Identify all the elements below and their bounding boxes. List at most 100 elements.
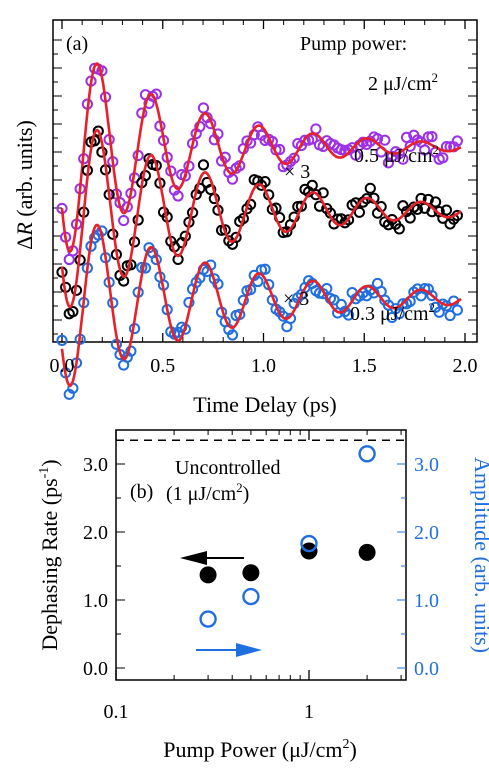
data-point — [437, 152, 449, 164]
data-point — [306, 179, 318, 191]
data-point — [92, 125, 104, 137]
data-point — [440, 204, 453, 216]
data-point — [299, 134, 311, 146]
panel-a-ticks — [53, 20, 477, 342]
data-point — [118, 214, 130, 227]
panel-b-ticks — [115, 430, 406, 680]
x-tick-label: 0.5 — [150, 355, 175, 377]
data-point — [226, 329, 239, 341]
curve-label-0.5uj: 0.5 μJ/cm2 — [354, 142, 439, 167]
pump-power-legend-title: Pump power: — [300, 33, 407, 55]
x-tick-label: 1.0 — [251, 355, 276, 377]
data-point — [219, 151, 231, 163]
data-point — [205, 183, 217, 196]
right-y-tick-label: 2.0 — [414, 522, 439, 544]
left-y-tick-label: 0.0 — [83, 658, 108, 680]
panel-a-x-tick-labels: 0.0 0.5 1.0 1.5 2.0 — [50, 355, 478, 377]
data-point — [426, 289, 438, 302]
data-point — [404, 140, 416, 152]
panel-b-x-tick-0.1: 0.1 — [104, 701, 129, 723]
data-point — [404, 212, 416, 224]
multiplier-mid: × 3 — [284, 161, 310, 183]
data-point — [317, 187, 329, 199]
data-point — [56, 334, 68, 346]
curve-label-2uj: 2 μJ/cm2 — [368, 70, 438, 95]
panel-b-x-axis-label: Pump Power (μJ/cm2) — [163, 737, 357, 762]
panel-a-frame — [52, 19, 478, 343]
data-point — [419, 144, 431, 156]
right-y-tick-label: 1.0 — [414, 590, 439, 612]
left-y-tick-label: 1.0 — [83, 590, 108, 612]
series-2 — [56, 223, 463, 400]
right-y-tick-label: 0.0 — [414, 658, 439, 680]
data-point — [197, 159, 210, 171]
data-point — [172, 190, 184, 202]
data-point — [393, 223, 405, 235]
data-point — [400, 131, 413, 143]
fit-curve — [60, 223, 462, 388]
dephasing-point — [242, 564, 260, 582]
x-tick-label: 0.0 — [50, 355, 75, 377]
data-point — [364, 182, 376, 194]
data-point — [342, 214, 355, 226]
series-1 — [56, 125, 463, 320]
amplitude-point — [199, 610, 217, 628]
data-point — [353, 206, 366, 218]
dephasing-point — [199, 566, 217, 584]
panel-b-y-tick-labels: 0.0 0.0 1.0 1.0 2.0 2.0 3.0 3.0 — [83, 454, 439, 680]
panel-a-series — [56, 62, 463, 400]
data-point — [310, 189, 322, 201]
data-point — [451, 304, 463, 316]
data-point — [397, 153, 409, 165]
data-point — [259, 263, 271, 275]
panel-a-label: (a) — [66, 33, 88, 55]
left-y-tick-label: 3.0 — [83, 454, 108, 476]
amplitude-point — [358, 445, 376, 463]
series-0 — [56, 62, 463, 266]
uncontrolled-power-label: (1 μJ/cm2) — [166, 480, 249, 505]
data-point — [350, 149, 362, 161]
fit-curve — [60, 128, 462, 309]
panel-b-x-tick-1: 1 — [304, 701, 314, 723]
right-axis-arrow — [196, 643, 262, 657]
panel-b-points — [199, 445, 376, 628]
uncontrolled-label: Uncontrolled — [175, 457, 281, 479]
fit-curve — [60, 62, 462, 254]
panel-a-x-axis-label: Time Delay (ps) — [193, 392, 336, 417]
dephasing-point — [358, 543, 376, 561]
data-point — [259, 176, 271, 188]
data-point — [379, 134, 391, 146]
amplitude-point — [242, 587, 260, 606]
amplitude-point — [300, 534, 318, 553]
left-y-tick-label: 2.0 — [83, 522, 108, 544]
data-point — [411, 203, 424, 215]
data-point — [139, 262, 152, 274]
data-point — [197, 102, 210, 114]
panel-b: Uncontrolled (b) (1 μJ/cm2) 0.1 1 0.0 0.0… — [37, 429, 489, 762]
data-point — [429, 196, 442, 208]
panel-a-y-axis-label: ΔR (arb. units) — [12, 120, 37, 250]
x-tick-label: 1.5 — [352, 355, 377, 377]
left-axis-arrow — [180, 551, 244, 565]
data-point — [212, 278, 224, 290]
panel-b-label: (b) — [130, 481, 153, 503]
data-point — [397, 298, 409, 310]
data-point — [393, 308, 405, 320]
panel-b-frame — [115, 429, 407, 681]
data-point — [426, 131, 438, 143]
data-point — [194, 182, 206, 194]
data-point — [288, 152, 300, 164]
data-point — [277, 310, 289, 322]
curve-label-0.3uj: 0.3 μJ/cm2 — [350, 300, 435, 325]
panel-a: (a) Pump power: 2 μJ/cm2 0.5 μJ/cm2 0.3 … — [12, 19, 478, 417]
data-point — [67, 306, 79, 318]
data-point — [342, 309, 355, 321]
data-point — [444, 309, 456, 322]
multiplier-low: × 3 — [283, 288, 309, 310]
data-point — [451, 135, 463, 147]
right-y-tick-label: 3.0 — [414, 454, 439, 476]
x-tick-label: 2.0 — [453, 355, 478, 377]
panel-b-right-axis-label: Amplitude (arb. units) — [470, 457, 489, 653]
panel-b-left-axis-label: Dephasing Rate (ps-1) — [37, 459, 62, 650]
